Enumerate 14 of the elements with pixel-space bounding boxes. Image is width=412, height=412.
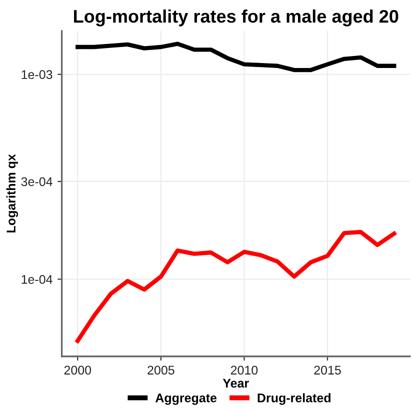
x-tick-label: 2000 — [64, 366, 92, 375]
y-tick-label: 3e-04 — [21, 177, 52, 186]
y-axis-title: Logarithm qx — [6, 154, 18, 232]
legend-label: Drug-related — [258, 393, 330, 405]
legend-label: Aggregate — [155, 394, 217, 405]
line-series — [76, 230, 396, 343]
chart-title: Log-mortality rates for a male aged 20 — [74, 9, 398, 26]
x-tick-label: 2015 — [314, 366, 341, 375]
x-tick-label: 2010 — [230, 366, 258, 375]
line-series — [76, 42, 396, 72]
x-tick-label: 2005 — [148, 366, 174, 375]
y-tick-label: 1e-03 — [22, 70, 52, 80]
y-tick-label: 1e-04 — [22, 275, 52, 284]
x-axis-title: Year — [222, 378, 249, 388]
